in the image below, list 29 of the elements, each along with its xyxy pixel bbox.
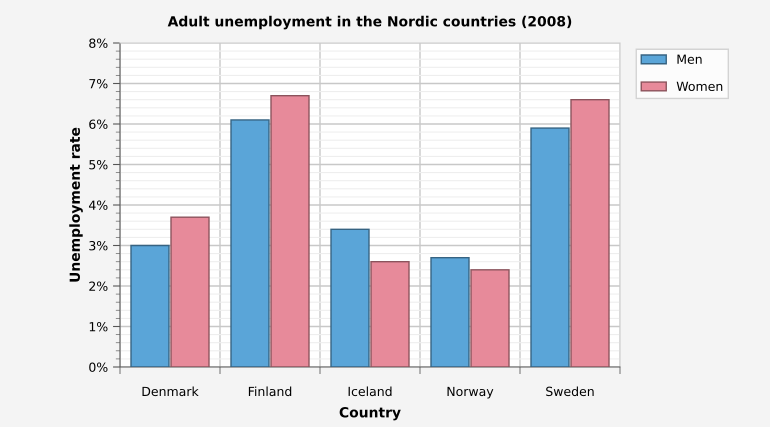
y-tick-label: 6%: [89, 119, 108, 129]
bar: [370, 261, 410, 367]
y-tick-label: 0%: [89, 362, 108, 372]
y-tick-label: 2%: [89, 281, 108, 291]
y-axis-title: Unemployment rate: [69, 128, 83, 282]
legend-label: Men: [677, 54, 702, 64]
y-tick-label: 4%: [88, 200, 108, 210]
x-tick-label: Sweden: [546, 386, 594, 396]
chart-title: Adult unemployment in the Nordic countries (2008): [168, 16, 572, 30]
bar: [430, 256, 470, 367]
bar: [130, 244, 170, 367]
bar: [230, 119, 270, 367]
bar: [530, 127, 570, 367]
x-tick-label: Denmark: [142, 386, 199, 396]
y-tick-label: 1%: [90, 322, 108, 332]
x-tick-label: Finland: [248, 386, 292, 396]
bar: [270, 94, 310, 367]
y-tick-label: 8%: [89, 38, 108, 48]
bar: [470, 269, 510, 367]
y-tick-label: 3%: [89, 240, 108, 250]
y-tick-label: 5%: [89, 160, 108, 170]
x-axis-title: Country: [340, 407, 401, 420]
x-tick-label: Norway: [448, 386, 494, 399]
y-tick-label: 7%: [89, 78, 108, 88]
bar: [570, 99, 610, 367]
x-tick-label: Iceland: [348, 386, 392, 396]
legend-label: Women: [676, 82, 722, 92]
bar: [170, 216, 210, 367]
bar: [330, 228, 370, 367]
